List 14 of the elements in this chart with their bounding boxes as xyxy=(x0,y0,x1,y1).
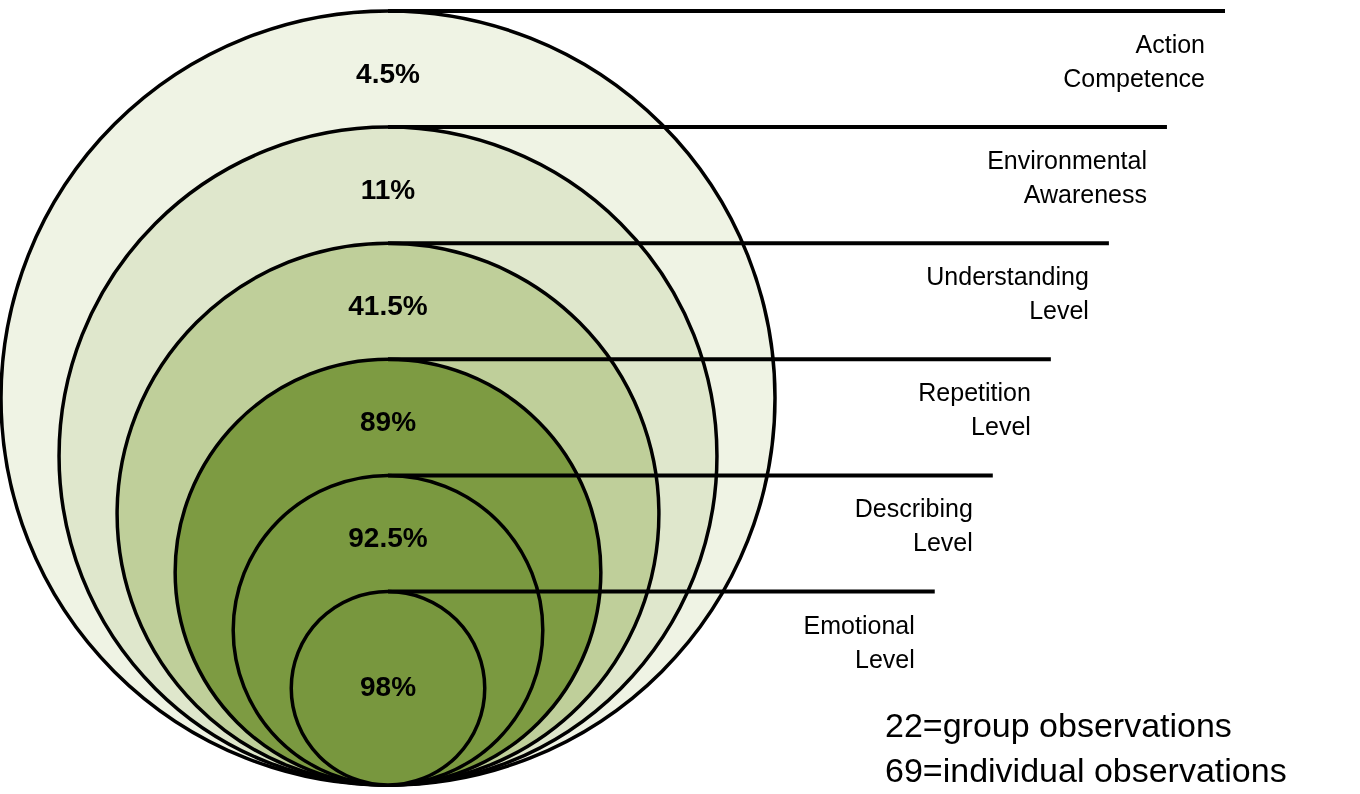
data-label: 41.5% xyxy=(348,290,428,322)
category-label: Emotional Level xyxy=(803,610,915,673)
data-label: 4.5% xyxy=(356,57,421,89)
category-label: Understanding Level xyxy=(926,262,1089,325)
data-label: 92.5% xyxy=(348,522,428,554)
text: 69=individual observations xyxy=(885,751,1287,789)
category-label: Environmental Awareness xyxy=(987,146,1147,209)
data-label: 98% xyxy=(359,671,417,703)
text: 22=group observations xyxy=(885,706,1232,744)
data-label: 89% xyxy=(359,406,417,438)
data-label: 11% xyxy=(360,173,416,205)
category-label: Describing Level xyxy=(854,494,973,557)
category-label: Action Competence xyxy=(1063,30,1205,92)
category-label: Repetition Level xyxy=(918,378,1031,441)
